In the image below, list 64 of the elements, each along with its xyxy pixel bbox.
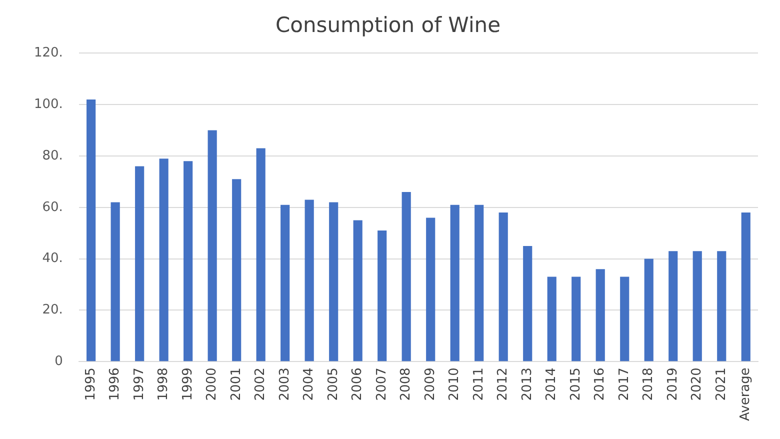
bar xyxy=(498,212,508,362)
bar xyxy=(256,148,266,362)
bar xyxy=(426,218,436,362)
x-tick-label: 2005 xyxy=(326,368,341,401)
x-tick-label: 2020 xyxy=(690,368,705,401)
x-tick-label: 2001 xyxy=(228,368,244,401)
x-tick-label: 2012 xyxy=(496,368,511,401)
x-tick-label: 2008 xyxy=(398,368,414,401)
bar xyxy=(304,200,314,362)
bar xyxy=(86,99,96,362)
y-tick-label: 40. xyxy=(42,251,63,266)
bar xyxy=(668,251,678,362)
x-tick-label: 1999 xyxy=(180,368,196,401)
x-tick-label: 2013 xyxy=(520,368,535,401)
x-tick-label: 2016 xyxy=(592,368,608,401)
x-tick-label: 2014 xyxy=(544,368,560,401)
y-tick-label: 0 xyxy=(54,354,63,369)
bar xyxy=(280,204,290,362)
y-tick-label: 100. xyxy=(34,96,63,112)
y-tick-label: 60. xyxy=(42,200,63,215)
bar xyxy=(572,276,581,362)
x-tick-label: 2018 xyxy=(641,368,656,401)
bar xyxy=(547,276,556,362)
x-tick-label: 2015 xyxy=(568,368,584,401)
chart-title: Consumption of Wine xyxy=(275,13,501,38)
x-tick-label: 2007 xyxy=(374,368,390,401)
y-tick-label: 120. xyxy=(34,46,63,61)
x-tick-label: Average xyxy=(738,368,754,422)
bar xyxy=(159,158,168,362)
bar xyxy=(644,258,654,362)
bar xyxy=(110,202,120,362)
x-tick-label: 1997 xyxy=(132,368,147,401)
bar xyxy=(717,251,726,362)
bar xyxy=(329,202,338,362)
y-tick-label: 20. xyxy=(42,302,63,318)
bar xyxy=(232,179,242,362)
bar xyxy=(402,192,411,362)
x-tick-label: 2003 xyxy=(277,368,292,401)
x-tick-label: 2002 xyxy=(253,368,268,401)
x-tick-label: 2019 xyxy=(665,368,680,401)
x-tick-label: 2017 xyxy=(616,368,632,401)
x-tick-label: 2006 xyxy=(350,368,366,401)
bar xyxy=(692,251,702,362)
bar xyxy=(184,161,193,362)
bar xyxy=(353,220,362,362)
bar xyxy=(474,204,484,362)
x-tick-label: 2010 xyxy=(447,368,462,401)
x-tick-label: 1996 xyxy=(108,368,123,401)
x-tick-label: 2000 xyxy=(204,368,220,401)
x-tick-label: 1995 xyxy=(83,368,98,401)
bar xyxy=(596,269,605,362)
bar xyxy=(135,166,144,362)
bar xyxy=(620,276,630,362)
x-tick-label: 2004 xyxy=(302,368,317,401)
bar xyxy=(741,212,750,362)
bar xyxy=(378,230,387,362)
x-tick-label: 1998 xyxy=(156,368,172,401)
x-tick-label: 2009 xyxy=(422,368,438,401)
x-tick-label: 2021 xyxy=(714,368,729,401)
bar xyxy=(208,130,217,362)
x-tick-label: 2011 xyxy=(471,368,486,401)
bar xyxy=(523,246,532,362)
bar xyxy=(450,204,460,362)
y-tick-label: 80. xyxy=(42,148,63,164)
